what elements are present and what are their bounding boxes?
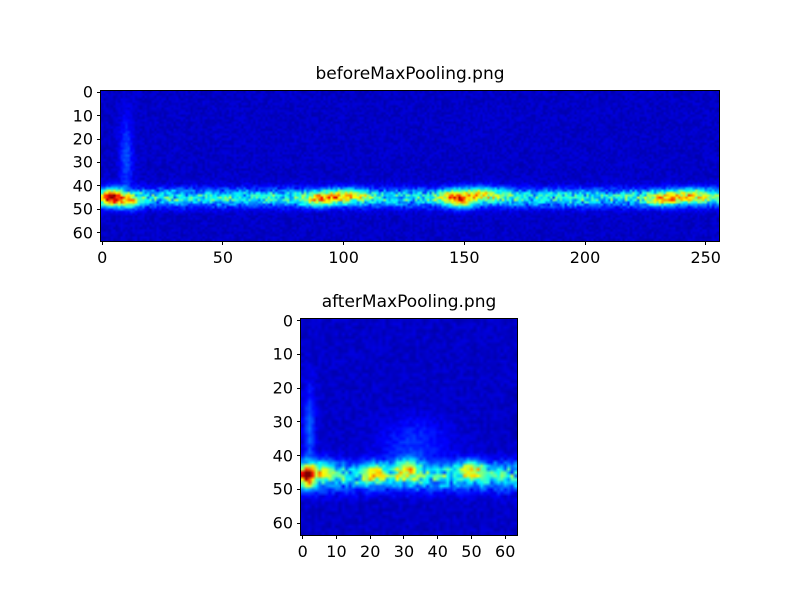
y-tick-label: 60 [72, 223, 93, 243]
y-tick-mark [97, 115, 101, 117]
y-tick-label: 50 [72, 199, 93, 219]
y-tick-label: 50 [272, 479, 293, 499]
x-tick-label: 150 [449, 248, 480, 267]
x-tick-mark [222, 241, 224, 245]
x-tick-mark [470, 535, 472, 539]
before-maxpooling-heatmap [101, 91, 719, 241]
y-tick-label: 10 [272, 344, 293, 364]
x-tick-label: 100 [328, 248, 359, 267]
x-tick-mark [335, 535, 337, 539]
y-tick-mark [297, 387, 301, 389]
y-tick-label: 60 [272, 513, 293, 533]
y-tick-label: 40 [272, 446, 293, 466]
y-tick-mark [97, 138, 101, 140]
x-tick-mark [101, 241, 103, 245]
y-tick-label: 10 [72, 106, 93, 126]
x-tick-label: 30 [393, 542, 415, 561]
x-tick-label: 0 [97, 248, 108, 267]
y-tick-mark [97, 91, 101, 93]
before-maxpooling-plot: beforeMaxPooling.png 0 50 100 150 200 250 0 10 2… [73, 64, 721, 267]
y-tick-label: 0 [82, 82, 93, 102]
x-tick-mark [437, 535, 439, 539]
plot-title-before: beforeMaxPooling.png [315, 64, 505, 84]
y-tick-mark [97, 208, 101, 210]
x-tick-label: 250 [690, 248, 721, 267]
x-tick-mark [504, 535, 506, 539]
y-tick-mark [97, 161, 101, 163]
y-tick-mark [297, 488, 301, 490]
y-tick-mark [297, 421, 301, 423]
x-tick-label: 60 [495, 542, 516, 561]
y-tick-label: 20 [272, 378, 293, 398]
x-tick-mark [403, 535, 405, 539]
x-tick-mark [302, 535, 304, 539]
x-tick-label: 40 [427, 542, 448, 561]
x-tick-label: 20 [360, 542, 381, 561]
x-tick-mark [705, 241, 707, 245]
y-tick-mark [297, 522, 301, 524]
y-tick-mark [297, 455, 301, 457]
x-tick-label: 0 [297, 542, 308, 561]
y-tick-label: 30 [272, 412, 293, 432]
y-tick-label: 0 [282, 311, 293, 331]
x-tick-mark [369, 535, 371, 539]
x-tick-label: 10 [326, 542, 347, 561]
y-tick-label: 20 [72, 129, 93, 149]
y-tick-mark [97, 185, 101, 187]
x-tick-mark [463, 241, 465, 245]
x-tick-label: 50 [212, 248, 234, 267]
after-maxpooling-plot: afterMaxPooling.png 0 10 20 30 40 50 60 0 10 20 30… [273, 292, 518, 561]
x-tick-mark [343, 241, 345, 245]
x-tick-label: 50 [461, 542, 482, 561]
after-maxpooling-heatmap [301, 319, 517, 535]
x-tick-label: 200 [569, 248, 601, 267]
y-tick-mark [97, 232, 101, 234]
y-tick-label: 30 [72, 152, 93, 172]
y-tick-label: 40 [72, 176, 93, 196]
y-tick-mark [297, 320, 301, 322]
y-tick-mark [297, 353, 301, 355]
x-tick-mark [584, 241, 586, 245]
plot-title-after: afterMaxPooling.png [321, 292, 497, 312]
